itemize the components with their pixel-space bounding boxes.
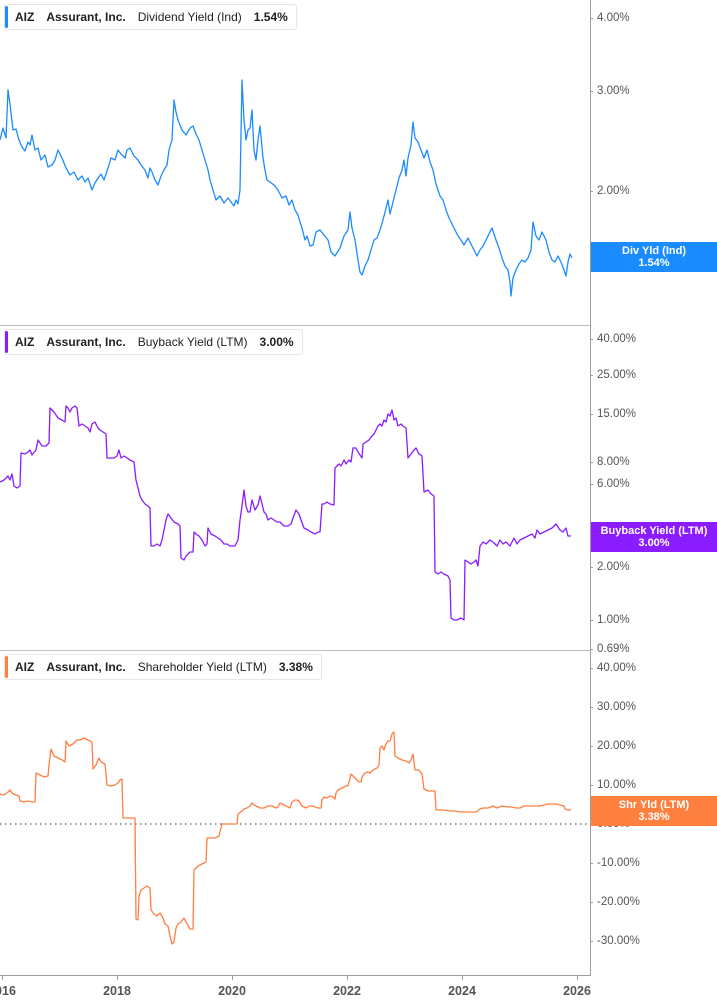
- tag-value: 3.00%: [638, 537, 670, 549]
- y-tick-label: 2.00%: [597, 561, 630, 573]
- y-tick-mark: [590, 620, 593, 621]
- y-tick-label: 6.00%: [597, 478, 630, 490]
- x-tick-mark: [462, 975, 463, 980]
- chart-plot-area: [0, 79, 590, 945]
- y-tick-mark: [590, 746, 593, 747]
- company-name: Assurant, Inc.: [46, 10, 126, 24]
- y-tick-mark: [590, 567, 593, 568]
- y-tick-label: 2.00%: [597, 185, 630, 197]
- ticker-label: AIZ: [15, 335, 35, 349]
- tag-value: 1.54%: [638, 257, 670, 269]
- current-value-tag-dividend: Div Yld (Ind) 1.54%: [591, 242, 717, 272]
- tag-label: Shr Yld (LTM): [618, 799, 690, 811]
- y-tick-mark: [590, 462, 593, 463]
- current-value-tag-buyback: Buyback Yield (LTM) 3.00%: [591, 522, 717, 552]
- metric-name: Dividend Yield (Ind): [137, 10, 242, 24]
- y-tick-mark: [590, 649, 593, 650]
- shareholder-yield-line: [0, 731, 571, 945]
- tag-label: Div Yld (Ind): [622, 245, 686, 257]
- legend-dividend-yield: AIZ Assurant, Inc. Dividend Yield (Ind) …: [4, 4, 297, 30]
- tag-label: Buyback Yield (LTM): [600, 525, 708, 537]
- metric-value: 1.54%: [253, 10, 288, 24]
- dividend-yield-line: [0, 79, 573, 297]
- y-tick-label: -10.00%: [597, 857, 640, 869]
- y-tick-label: 15.00%: [597, 408, 637, 420]
- y-tick-mark: [590, 414, 593, 415]
- y-tick-mark: [590, 902, 593, 903]
- y-tick-mark: [590, 785, 593, 786]
- current-value-tag-shareholder: Shr Yld (LTM) 3.38%: [591, 796, 717, 826]
- y-tick-mark: [590, 191, 593, 192]
- panel-divider: [0, 325, 590, 326]
- company-name: Assurant, Inc.: [46, 660, 126, 674]
- series-color-swatch: [5, 656, 8, 678]
- y-axis-line: [590, 0, 591, 976]
- x-axis-line: [0, 975, 591, 976]
- x-tick-label: 2018: [103, 984, 131, 998]
- y-tick-label: 40.00%: [597, 333, 637, 345]
- x-tick-mark: [232, 975, 233, 980]
- metric-name: Shareholder Yield (LTM): [137, 660, 267, 674]
- y-tick-label: 40.00%: [597, 662, 637, 674]
- y-tick-label: 20.00%: [597, 740, 637, 752]
- y-tick-mark: [590, 941, 593, 942]
- y-tick-label: 25.00%: [597, 369, 637, 381]
- company-name: Assurant, Inc.: [46, 335, 126, 349]
- x-tick-mark: [2, 975, 3, 980]
- ticker-label: AIZ: [15, 10, 35, 24]
- y-tick-label: 4.00%: [597, 12, 630, 24]
- y-tick-label: -20.00%: [597, 896, 640, 908]
- y-tick-mark: [590, 668, 593, 669]
- x-tick-label: 2022: [333, 984, 361, 998]
- y-tick-mark: [590, 707, 593, 708]
- x-tick-label: 2024: [448, 984, 476, 998]
- metric-value: 3.38%: [278, 660, 313, 674]
- y-tick-label: 1.00%: [597, 614, 630, 626]
- x-tick-label: 2026: [563, 984, 591, 998]
- metric-name: Buyback Yield (LTM): [137, 335, 248, 349]
- y-tick-label: 0.69%: [597, 643, 630, 655]
- y-tick-mark: [590, 863, 593, 864]
- y-tick-mark: [590, 18, 593, 19]
- y-tick-mark: [590, 375, 593, 376]
- x-tick-mark: [577, 975, 578, 980]
- y-tick-mark: [590, 91, 593, 92]
- y-tick-label: -30.00%: [597, 935, 640, 947]
- y-tick-label: 8.00%: [597, 456, 630, 468]
- series-color-swatch: [5, 6, 8, 28]
- series-color-swatch: [5, 331, 8, 353]
- tag-value: 3.38%: [638, 811, 670, 823]
- y-tick-mark: [590, 339, 593, 340]
- x-tick-label: 2016: [0, 984, 16, 998]
- x-tick-label: 2020: [218, 984, 246, 998]
- x-tick-mark: [117, 975, 118, 980]
- metric-value: 3.00%: [259, 335, 294, 349]
- legend-buyback-yield: AIZ Assurant, Inc. Buyback Yield (LTM) 3…: [4, 329, 303, 355]
- y-tick-label: 3.00%: [597, 85, 630, 97]
- y-tick-label: 30.00%: [597, 701, 637, 713]
- ticker-label: AIZ: [15, 660, 35, 674]
- panel-divider: [0, 650, 590, 651]
- buyback-yield-line: [0, 405, 571, 621]
- legend-shareholder-yield: AIZ Assurant, Inc. Shareholder Yield (LT…: [4, 654, 322, 680]
- y-tick-label: 10.00%: [597, 779, 637, 791]
- y-tick-mark: [590, 484, 593, 485]
- x-tick-mark: [347, 975, 348, 980]
